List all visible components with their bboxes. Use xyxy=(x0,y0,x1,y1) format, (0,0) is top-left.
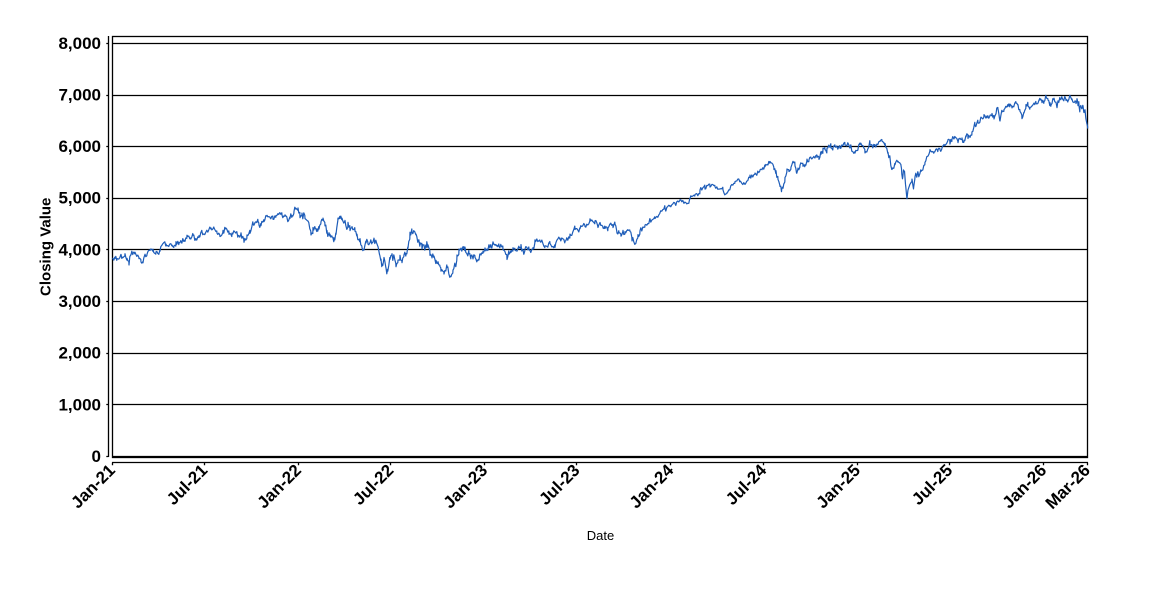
svg-text:5,000: 5,000 xyxy=(58,189,101,208)
svg-text:0: 0 xyxy=(92,447,101,466)
svg-text:4,000: 4,000 xyxy=(58,240,101,259)
svg-text:6,000: 6,000 xyxy=(58,137,101,156)
svg-text:2,000: 2,000 xyxy=(58,344,101,363)
svg-text:Closing Value: Closing Value xyxy=(37,198,54,296)
svg-text:Date: Date xyxy=(587,528,614,543)
svg-text:1,000: 1,000 xyxy=(58,395,101,414)
svg-text:7,000: 7,000 xyxy=(58,85,101,104)
svg-text:8,000: 8,000 xyxy=(58,34,101,53)
svg-text:3,000: 3,000 xyxy=(58,292,101,311)
